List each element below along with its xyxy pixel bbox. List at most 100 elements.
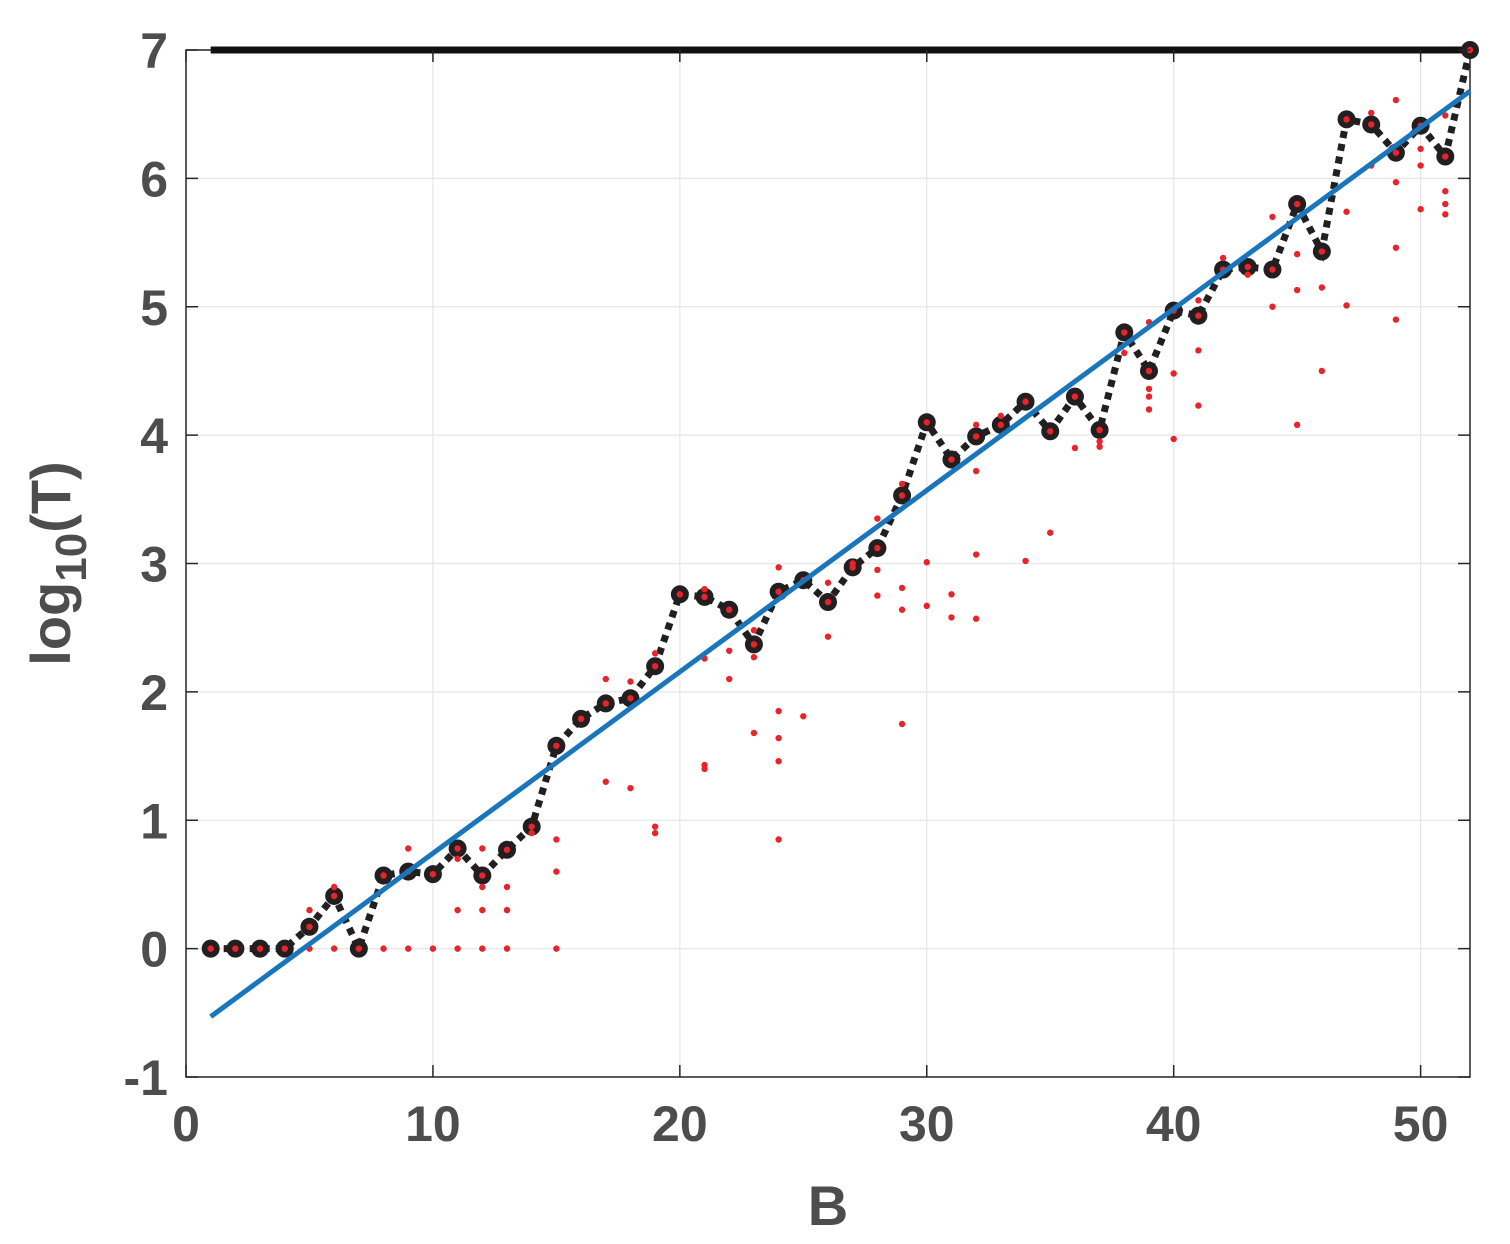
y-axis-title-main: log: [19, 582, 82, 666]
sample-point: [701, 585, 708, 593]
sample-point: [972, 551, 980, 558]
sample-point: [1170, 435, 1177, 443]
sample-point: [997, 412, 1005, 420]
sample-point: [849, 560, 856, 567]
x-tick-label: 30: [899, 1096, 955, 1152]
sample-point: [1022, 557, 1029, 565]
sample-point: [330, 892, 338, 900]
sample-point: [1343, 302, 1350, 309]
sample-point: [972, 615, 980, 622]
sample-point: [232, 945, 239, 952]
sample-point: [1392, 244, 1400, 251]
fit-line: [209, 89, 1472, 1019]
sample-point: [577, 715, 585, 723]
sample-point: [602, 778, 609, 785]
sample-point: [503, 906, 511, 914]
sample-point: [380, 872, 387, 879]
sample-point: [1442, 200, 1449, 208]
grid-lines: [185, 49, 1470, 1078]
sample-point: [775, 836, 782, 843]
sample-points-layer: [207, 46, 1474, 952]
y-tick-label: 0: [140, 922, 168, 978]
sample-point: [429, 945, 437, 952]
sample-point: [923, 559, 930, 566]
sample-point: [503, 846, 511, 853]
sample-point: [479, 883, 486, 891]
sample-point: [775, 564, 782, 571]
sample-point: [1096, 438, 1103, 445]
sample-point: [553, 868, 560, 875]
sample-point: [824, 579, 832, 586]
y-tick-label: 7: [140, 23, 168, 79]
sample-point: [750, 641, 758, 648]
y-tick-label: 2: [140, 665, 168, 721]
sample-point: [1121, 329, 1128, 336]
sample-point: [1318, 248, 1326, 255]
sample-point: [775, 588, 782, 595]
sample-point: [1145, 367, 1153, 375]
sample-point: [1145, 393, 1153, 400]
sample-point: [1368, 121, 1375, 128]
sample-point: [1269, 213, 1276, 221]
sample-point: [627, 784, 634, 792]
sample-point: [602, 675, 609, 683]
sample-point: [800, 713, 807, 720]
x-tick-label: 0: [172, 1096, 200, 1152]
sample-point: [454, 945, 461, 952]
sample-point: [874, 515, 881, 522]
sample-point: [750, 627, 758, 634]
sample-point: [306, 906, 313, 914]
fit-line-layer: [209, 89, 1472, 1019]
sample-point: [1318, 367, 1326, 375]
sample-point: [972, 467, 980, 475]
sample-point: [750, 729, 758, 737]
sample-point: [750, 654, 758, 661]
sample-point: [1442, 188, 1449, 195]
sample-point: [726, 647, 733, 654]
sample-point: [1269, 303, 1276, 310]
sample-point: [1096, 426, 1103, 434]
y-tick-label: -1: [124, 1050, 168, 1106]
sample-point: [553, 836, 560, 843]
sample-point: [948, 591, 955, 598]
sample-point: [1022, 398, 1029, 405]
sample-point: [676, 591, 684, 598]
sample-point: [1269, 266, 1276, 273]
sample-point: [1170, 370, 1177, 377]
sample-point: [479, 906, 486, 914]
y-tick-label: 3: [140, 537, 168, 593]
x-tick-label: 20: [652, 1096, 708, 1152]
mean-series-line: [210, 49, 1474, 958]
x-tick-label: 40: [1146, 1096, 1202, 1152]
sample-point: [1293, 286, 1301, 294]
y-tick-label: 4: [140, 408, 168, 464]
sample-point: [602, 700, 609, 707]
sample-point: [1368, 109, 1375, 117]
sample-point: [207, 945, 214, 952]
sample-point: [1293, 421, 1301, 429]
sample-point: [898, 492, 906, 499]
sample-point: [972, 421, 980, 429]
sample-point: [898, 720, 906, 728]
sample-point: [1343, 208, 1350, 215]
sample-point: [330, 883, 338, 891]
sample-point: [1417, 162, 1424, 169]
sample-point: [701, 593, 708, 601]
sample-point: [1047, 428, 1054, 435]
sample-point: [775, 757, 782, 765]
sample-point: [553, 945, 560, 952]
sample-point: [355, 945, 363, 952]
sample-point: [1145, 406, 1153, 413]
sample-point: [1392, 316, 1400, 323]
sample-point: [405, 845, 412, 852]
sample-point: [1195, 402, 1202, 409]
sample-point: [651, 823, 659, 830]
sample-point: [997, 421, 1005, 429]
sample-point: [503, 883, 511, 891]
sample-point: [948, 456, 955, 463]
sample-point: [306, 923, 313, 931]
y-tick-label: 5: [140, 280, 168, 336]
sample-point: [972, 433, 980, 440]
sample-point: [824, 633, 832, 640]
